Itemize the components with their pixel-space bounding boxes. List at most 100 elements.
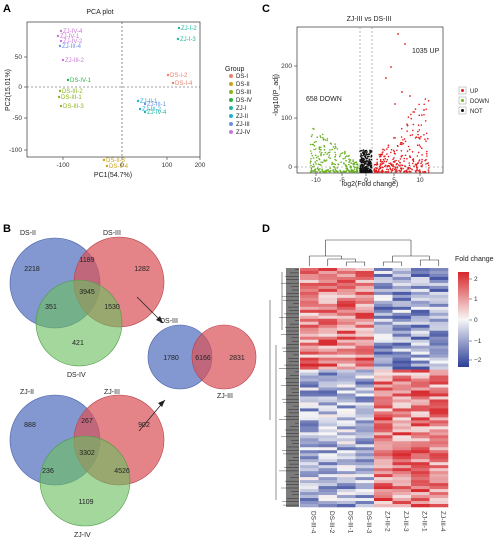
volcano-point-not <box>362 153 365 155</box>
heatmap-cell <box>429 291 449 296</box>
volcano-point-up <box>425 108 428 111</box>
volcano-legend-swatch <box>461 109 464 112</box>
volcano-point-up <box>393 137 395 139</box>
volcano-point-up <box>418 169 421 171</box>
volcano-y-tick-label: 100 <box>281 115 292 122</box>
volcano-point-not <box>366 151 368 153</box>
volcano-x-tick-label: -5 <box>339 177 345 184</box>
heatmap-cell <box>374 273 393 278</box>
volcano-point-up <box>410 113 412 116</box>
volcano-point-up <box>409 167 412 170</box>
volcano-point-up <box>402 142 405 145</box>
volcano-point-down <box>344 151 346 154</box>
volcano-title: ZJ-III vs DS-III <box>347 16 392 23</box>
pca-sample-label: DS-I-4 <box>175 81 193 87</box>
volcano-point-up <box>424 120 427 122</box>
volcano-point-up <box>387 169 390 171</box>
volcano-point-up <box>403 157 406 160</box>
volcano-point-up <box>395 169 397 172</box>
heatmap-cell <box>374 378 393 382</box>
heatmap-cell <box>429 498 449 502</box>
volcano-legend-label: DOWN <box>470 99 489 105</box>
heatmap-cell <box>411 288 430 293</box>
heatmap-cell <box>392 492 412 496</box>
volcano-point-down <box>325 159 328 161</box>
heatmap-cell <box>374 324 393 329</box>
heatmap-cell <box>392 384 412 388</box>
heatmap-cell <box>411 282 430 287</box>
heatmap-cell <box>411 276 430 281</box>
volcano-point-up <box>390 148 393 151</box>
volcano-point-up <box>417 124 420 126</box>
pca-legend-swatch <box>229 106 233 110</box>
heatmap-cell <box>337 447 356 451</box>
heatmap-cell <box>392 336 412 340</box>
heatmap-cell <box>318 492 338 496</box>
volcano-point-up <box>395 163 398 166</box>
heatmap-cell <box>392 339 412 343</box>
heatmap-cell <box>318 306 338 311</box>
volcano-point-down <box>349 161 351 163</box>
venn-ds-count-ac: 351 <box>45 304 57 311</box>
heatmap-cell <box>392 438 412 442</box>
heatmap-cell <box>300 384 319 388</box>
volcano-point-down <box>336 148 339 150</box>
pca-y-label: PC2(15.01%) <box>5 69 12 111</box>
pca-sample-label: DS-IV-1 <box>70 78 92 84</box>
volcano-point-down <box>348 158 350 160</box>
volcano-point-up <box>401 143 403 146</box>
venn-zj: ZJ-II ZJ-III ZJ-IV 888 267 902 3302 236 … <box>9 389 165 539</box>
volcano-point-down <box>318 163 321 166</box>
heatmap-cell <box>411 504 430 508</box>
heatmap-cell <box>392 504 412 508</box>
heatmap-cell <box>411 336 430 340</box>
volcano-point-up <box>385 77 387 79</box>
heatmap-cell <box>411 270 430 275</box>
heatmap-cell <box>300 486 319 490</box>
volcano-point-down <box>345 159 347 162</box>
pca-legend-label: DS-IV <box>236 98 252 104</box>
volcano-point-down <box>329 157 332 160</box>
pca-sample-label: ZJ-I-3 <box>180 37 196 43</box>
volcano-point-down <box>315 148 317 150</box>
volcano-point-not <box>363 159 366 161</box>
heatmap-cell <box>318 312 338 317</box>
pca-sample-point <box>58 89 62 93</box>
heatmap-cell <box>337 387 356 391</box>
volcano-point-not <box>364 170 366 172</box>
pca-sample-point <box>59 104 63 108</box>
heatmap-cell <box>337 321 356 326</box>
heatmap-cell <box>318 471 338 475</box>
pca-sample-label: ZJ-IV-2 <box>63 39 83 45</box>
volcano-point-down <box>326 153 329 155</box>
pca-legend-label: DS-III <box>236 90 252 96</box>
venn-zj-label-c: ZJ-IV <box>74 532 91 539</box>
heatmap-cell <box>337 297 356 302</box>
heatmap-cell <box>429 288 449 293</box>
heatmap-cell <box>318 399 338 403</box>
volcano-point-up <box>423 103 426 106</box>
volcano-point-up <box>426 155 428 157</box>
heatmap-cell <box>300 366 319 370</box>
heatmap-cell <box>411 453 430 457</box>
heatmap-cell <box>318 480 338 484</box>
pca-legend-title: Group <box>225 66 245 73</box>
panel-c: C ZJ-III vs DS-III -10 -5 0 5 10 0 100 200 log… <box>262 3 489 188</box>
heatmap-cell <box>318 405 338 409</box>
volcano-point-down <box>323 149 326 151</box>
volcano-point-up <box>418 144 421 146</box>
volcano-point-up <box>381 169 384 171</box>
volcano-point-down <box>340 152 343 155</box>
volcano-point-not <box>370 150 373 152</box>
heatmap-cell <box>318 354 338 358</box>
volcano-point-up <box>418 103 420 106</box>
venn-ds-count-ab: 1189 <box>79 257 94 264</box>
heatmap-cell <box>411 285 430 290</box>
heatmap-cell <box>392 276 412 281</box>
heatmap-cell <box>318 372 338 376</box>
pca-legend-label: ZJ-IV <box>236 130 250 136</box>
pca-legend-swatch <box>229 82 233 86</box>
heatmap-cell <box>392 369 412 373</box>
heatmap-cell <box>429 279 449 284</box>
heatmap-cell <box>374 303 393 308</box>
